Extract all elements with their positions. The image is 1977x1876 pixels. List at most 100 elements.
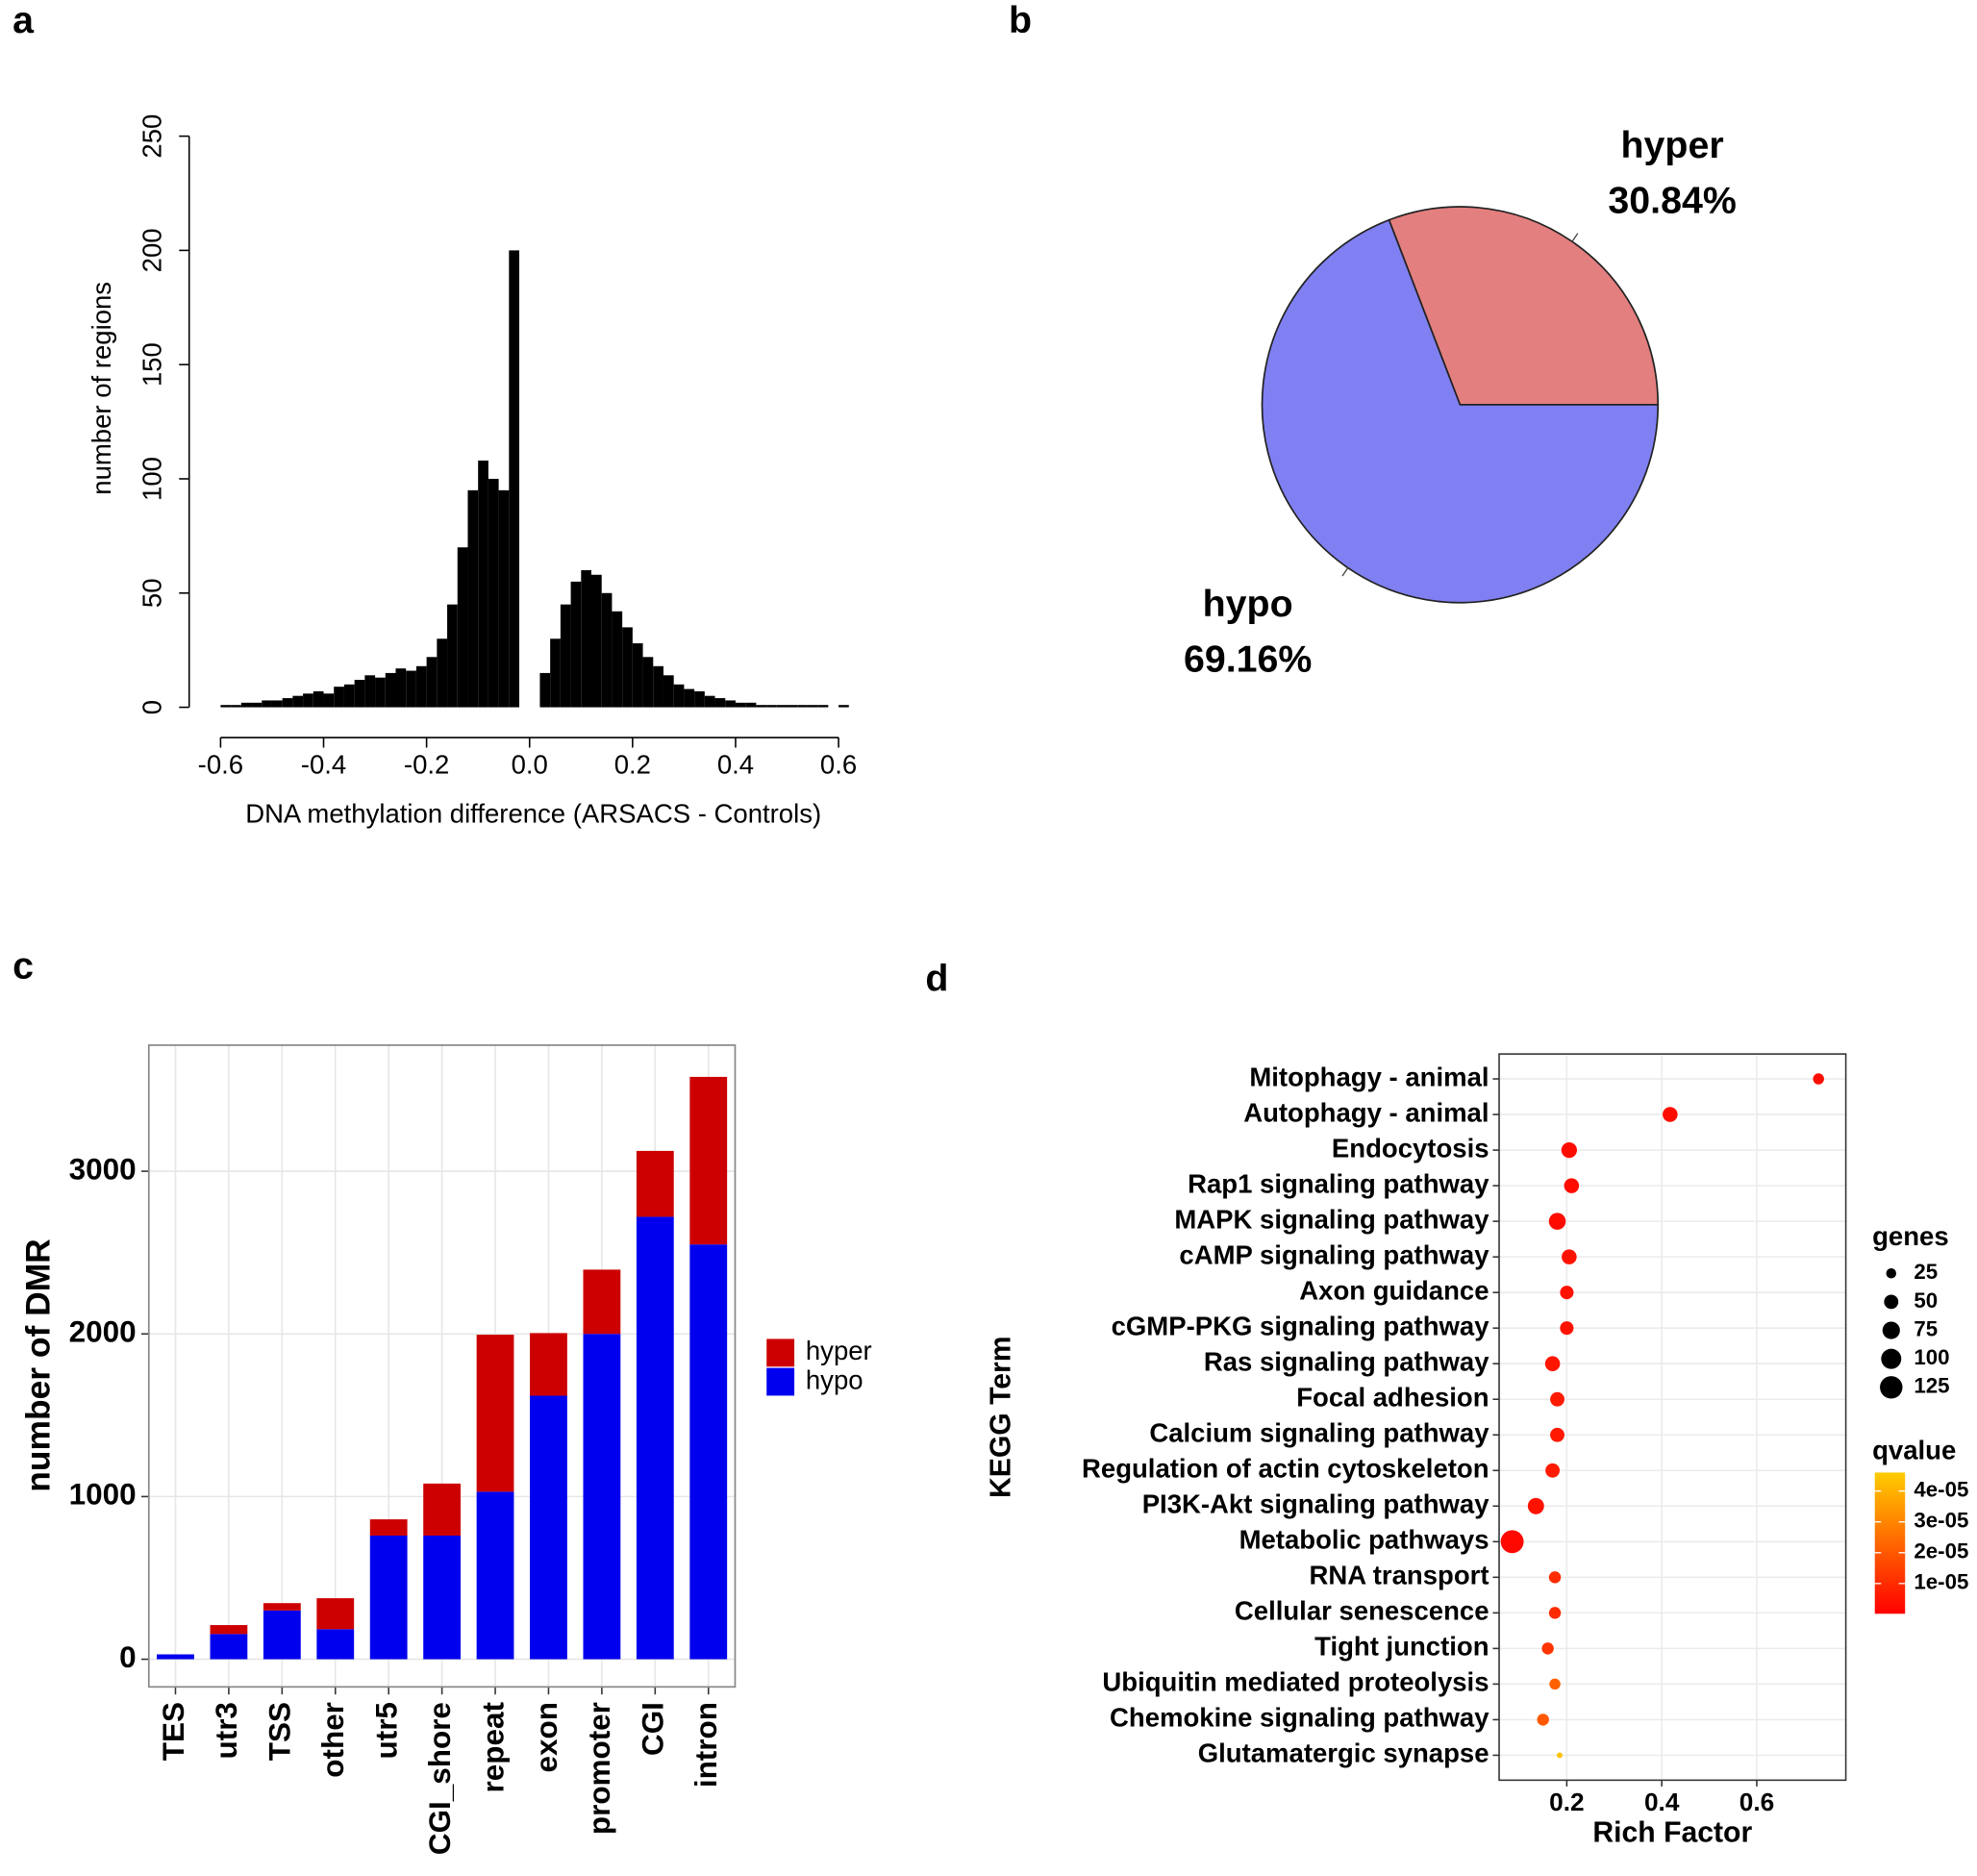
- dot: [1548, 1571, 1562, 1584]
- colorbar-label: 1e-05: [1914, 1570, 1968, 1594]
- y-tick-label: 100: [137, 457, 166, 501]
- colorbar: [1874, 1472, 1906, 1614]
- y-tick-label: Rap1 signaling pathway: [1188, 1168, 1489, 1198]
- colorbar-label: 4e-05: [1914, 1478, 1968, 1502]
- y-tick-label: cAMP signaling pathway: [1179, 1239, 1489, 1269]
- y-tick-label: 1000: [69, 1478, 137, 1512]
- size-legend-title: genes: [1872, 1221, 1949, 1251]
- x-tick-label: promoter: [583, 1702, 616, 1835]
- y-tick-label: Cellular senescence: [1235, 1596, 1489, 1626]
- bar: [467, 489, 479, 708]
- bar-segment: [636, 1216, 674, 1660]
- dot: [1560, 1321, 1574, 1336]
- bar: [642, 657, 654, 708]
- size-legend-label: 25: [1914, 1260, 1938, 1284]
- x-tick-label: utr3: [210, 1702, 243, 1759]
- dot: [1561, 1141, 1577, 1159]
- dot: [1550, 1427, 1564, 1442]
- legend-label: hyper: [806, 1336, 872, 1365]
- dot: [1548, 1213, 1566, 1230]
- legend-key: [766, 1338, 795, 1367]
- bar: [447, 604, 458, 708]
- size-legend-label: 50: [1914, 1288, 1938, 1313]
- slice-label: hypo: [1203, 583, 1293, 625]
- y-tick-label: MAPK signaling pathway: [1174, 1204, 1489, 1234]
- bar-segment: [157, 1654, 194, 1660]
- dot: [1544, 1356, 1561, 1371]
- y-tick-label: Ras signaling pathway: [1204, 1346, 1489, 1376]
- label-tick: [1341, 567, 1349, 577]
- bar: [735, 702, 746, 708]
- x-tick-label: intron: [689, 1702, 723, 1788]
- size-legend-label: 125: [1914, 1374, 1949, 1398]
- slice-value-label: 69.16%: [1184, 638, 1312, 681]
- x-tick-label: 0.4: [1644, 1788, 1680, 1816]
- x-tick-label: TSS: [263, 1702, 297, 1761]
- bar: [334, 687, 344, 708]
- y-tick-label: Metabolic pathways: [1239, 1525, 1489, 1555]
- y-tick-label: Glutamatergic synapse: [1198, 1738, 1489, 1768]
- bar: [622, 627, 633, 708]
- y-tick-label: Mitophagy - animal: [1249, 1062, 1489, 1091]
- y-tick-label: 0: [137, 700, 166, 714]
- y-tick-label: 200: [137, 228, 166, 272]
- slice-label: hyper: [1621, 124, 1724, 166]
- bar: [385, 672, 396, 708]
- color-legend-title: qvalue: [1872, 1436, 1956, 1465]
- bar: [313, 690, 324, 708]
- bar-segment: [583, 1334, 621, 1660]
- x-axis-title: DNA methylation difference (ARSACS - Con…: [245, 799, 821, 829]
- x-tick-label: other: [316, 1702, 350, 1778]
- panel-label: d: [925, 957, 948, 999]
- bar-segment: [583, 1269, 621, 1335]
- size-legend-dot: [1886, 1268, 1897, 1279]
- colorbar-label: 2e-05: [1914, 1539, 1968, 1563]
- bar-segment: [689, 1076, 728, 1245]
- bar: [550, 638, 561, 708]
- y-axis-title: number of DMR: [18, 1238, 57, 1491]
- bar: [220, 705, 232, 708]
- bar: [292, 695, 304, 708]
- bar: [591, 574, 602, 708]
- dot: [1537, 1713, 1549, 1726]
- y-tick-label: Calcium signaling pathway: [1149, 1418, 1489, 1448]
- bar: [415, 665, 427, 708]
- pie-slice: [1261, 218, 1660, 604]
- bar-segment: [369, 1519, 408, 1536]
- bar: [437, 638, 448, 708]
- bar: [725, 700, 736, 708]
- bar: [375, 677, 386, 708]
- bar: [426, 657, 438, 708]
- bar-segment: [423, 1483, 462, 1536]
- legend-key: [766, 1367, 795, 1396]
- y-tick-label: 250: [137, 114, 166, 159]
- size-legend-label: 75: [1914, 1316, 1938, 1340]
- x-tick-label: -0.2: [404, 749, 449, 779]
- y-tick-label: cGMP-PKG signaling pathway: [1112, 1311, 1490, 1340]
- bar: [684, 688, 695, 708]
- bar: [838, 705, 849, 708]
- bar: [509, 250, 520, 708]
- plot-background: [1499, 1054, 1846, 1781]
- x-tick-label: -0.6: [198, 749, 243, 779]
- bar: [539, 672, 551, 708]
- dot: [1545, 1463, 1561, 1478]
- slice-value-label: 30.84%: [1608, 180, 1736, 222]
- y-tick-label: Tight junction: [1314, 1632, 1489, 1662]
- bar: [271, 700, 283, 708]
- x-tick-label: 0.4: [717, 749, 754, 779]
- bar: [581, 570, 592, 708]
- y-tick-label: PI3K-Akt signaling pathway: [1142, 1489, 1490, 1519]
- y-tick-label: Regulation of actin cytoskeleton: [1082, 1454, 1489, 1484]
- bar-segment: [636, 1150, 674, 1217]
- bar: [282, 698, 293, 708]
- bar: [632, 643, 643, 708]
- x-tick-label: -0.4: [301, 749, 346, 779]
- bar: [766, 705, 777, 708]
- bar: [694, 690, 705, 708]
- bar: [406, 670, 416, 708]
- bar-segment: [263, 1610, 301, 1660]
- x-axis-title: Rich Factor: [1592, 1817, 1752, 1849]
- bar-segment: [423, 1535, 462, 1660]
